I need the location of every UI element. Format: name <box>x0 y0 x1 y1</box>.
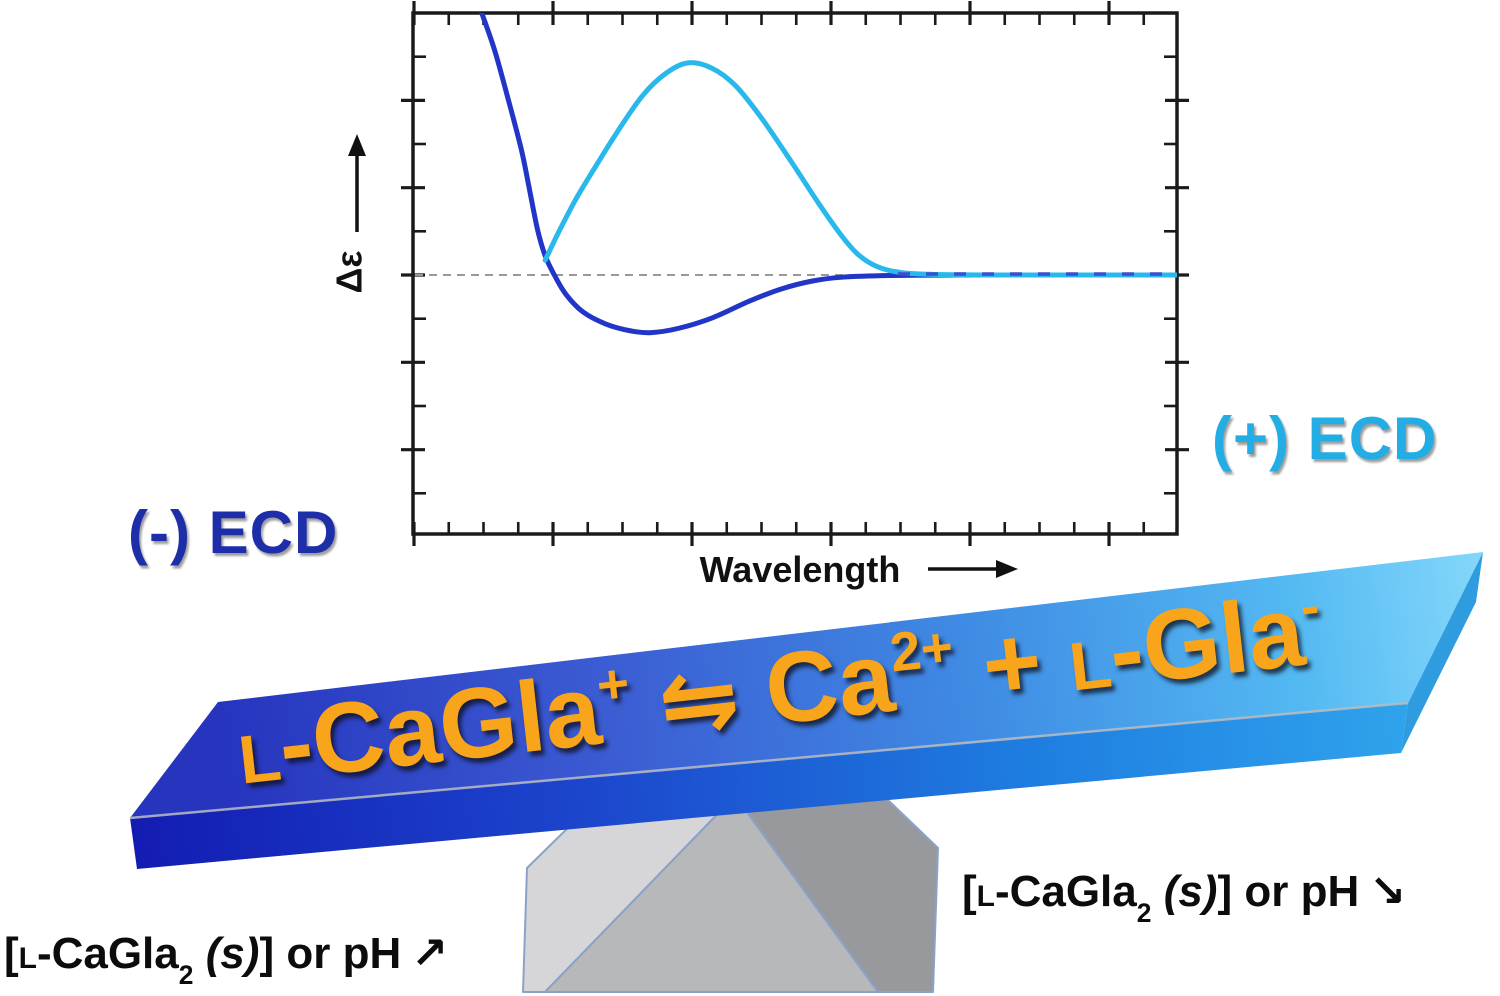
x-axis-arrowhead <box>996 560 1018 578</box>
negative-ecd-curve <box>479 13 1177 336</box>
x-axis-label-group: Wavelength <box>700 549 1018 590</box>
beam-top-face <box>130 552 1483 818</box>
eq-right-species: -Gla <box>1103 574 1310 708</box>
spectra-curves <box>479 13 1177 336</box>
caption-left-species: -CaGla <box>36 929 179 978</box>
seesaw-beam <box>129 552 1483 869</box>
caption-right-l: L <box>976 880 995 913</box>
axis-ticks <box>401 1 1189 546</box>
equilibrium-harpoons: ⇋ <box>653 641 745 760</box>
positive-ecd-label: (+) ECD <box>1212 405 1438 472</box>
caption-decrease: [L-CaGla2 (s)] or pH ↘ <box>962 866 1407 926</box>
y-axis-label-group: Δε <box>329 134 370 293</box>
caption-left-tail: ] or pH <box>259 929 402 978</box>
caption-increase: [L-CaGla2 (s)] or pH ↗ <box>4 928 449 988</box>
beam-front-face <box>130 703 1408 869</box>
eq-calcium-charge: 2+ <box>886 615 957 684</box>
eq-calcium: Ca <box>759 620 900 747</box>
fulcrum-front-face <box>544 795 879 993</box>
caption-right-sub: 2 <box>1136 897 1152 928</box>
caption-left-state: (s) <box>205 929 260 978</box>
eq-left-charge: + <box>593 651 633 717</box>
fulcrum-prism <box>522 779 939 993</box>
down-right-arrow: ↘ <box>1369 866 1407 917</box>
y-axis-label: Δε <box>329 251 370 294</box>
caption-right-bracket: [ <box>962 867 977 916</box>
up-right-arrow: ↗ <box>411 928 449 979</box>
eq-plus-sign: + <box>976 604 1048 723</box>
beam-end-face <box>1401 552 1483 753</box>
caption-left-bracket: [ <box>4 929 19 978</box>
y-axis-arrowhead <box>348 134 366 156</box>
caption-right-tail: ] or pH <box>1217 867 1360 916</box>
beam-front-edge-highlight <box>129 701 1409 820</box>
x-axis-label: Wavelength <box>700 549 901 590</box>
caption-left-sub: 2 <box>178 959 194 990</box>
caption-right-species: -CaGla <box>994 867 1137 916</box>
positive-ecd-curve <box>542 60 1177 278</box>
caption-right-state: (s) <box>1163 867 1218 916</box>
negative-ecd-label: (-) ECD <box>128 499 339 566</box>
caption-left-l: L <box>18 942 37 975</box>
